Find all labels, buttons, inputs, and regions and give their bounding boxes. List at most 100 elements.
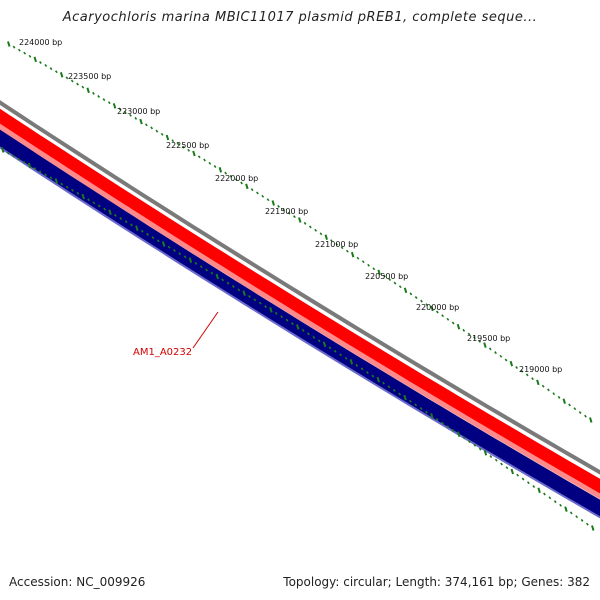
outer-tick [462, 328, 466, 332]
inner-tick [280, 315, 284, 319]
outer-tick [478, 339, 482, 343]
inner-tick [151, 236, 155, 240]
inner-tick [194, 261, 198, 265]
tick-label: 223500 bp [68, 72, 111, 81]
inner-tick [360, 367, 364, 371]
outer-tick [155, 129, 159, 133]
outer-ring-band [0, 100, 600, 475]
outer-tick [134, 116, 138, 120]
outer-tick [240, 181, 243, 185]
outer-tick [271, 200, 275, 206]
outer-tick [314, 228, 318, 232]
inner-tick [591, 525, 595, 531]
outer-tick [229, 174, 233, 178]
outer-tick [139, 118, 143, 125]
inner-tick [242, 290, 246, 296]
outer-tick [107, 101, 111, 105]
inner-tick [462, 436, 466, 440]
outer-tick [208, 161, 212, 165]
inner-tick [81, 193, 85, 200]
inner-tick [285, 318, 289, 322]
inner-tick [398, 392, 402, 396]
outer-tick [472, 336, 476, 340]
gene-label-leader [192, 311, 219, 349]
inner-tick [215, 273, 219, 280]
outer-tick [350, 251, 355, 258]
outer-tick [483, 342, 487, 348]
inner-tick [226, 281, 230, 285]
outer-tick [97, 95, 101, 98]
outer-tick [118, 107, 122, 111]
outer-tick [76, 82, 79, 86]
inner-tick [483, 450, 488, 456]
outer-tick [165, 134, 170, 141]
outer-tick [488, 347, 492, 351]
outer-tick [234, 178, 238, 182]
outer-tick [403, 287, 408, 294]
outer-tick [361, 260, 365, 264]
outer-tick [245, 183, 249, 190]
inner-tick [322, 341, 327, 348]
inner-tick [22, 160, 26, 164]
inner-tick [161, 241, 166, 247]
inner-tick [124, 220, 128, 224]
outer-tick [17, 48, 21, 52]
outer-tick [203, 158, 206, 162]
inner-tick [543, 492, 546, 496]
inner-tick [451, 429, 455, 432]
inner-tick [446, 425, 450, 429]
strand-bands [0, 100, 600, 519]
outer-tick [562, 398, 566, 404]
inner-tick [575, 515, 579, 519]
outer-tick [525, 373, 529, 377]
inner-tick [97, 204, 101, 208]
tick-label: 221500 bp [265, 207, 308, 216]
inner-tick [33, 167, 37, 171]
outer-tick [49, 67, 53, 71]
outer-tick [467, 332, 471, 336]
inner-tick [456, 431, 461, 437]
outer-tick [181, 145, 185, 149]
outer-tick [398, 285, 402, 289]
tick-label: 224000 bp [19, 38, 62, 47]
inner-tick [264, 305, 267, 309]
outer-tick [261, 194, 265, 198]
outer-tick [435, 310, 439, 314]
outer-tick [92, 91, 95, 95]
inner-tick [403, 394, 407, 401]
inner-tick [548, 496, 552, 500]
outer-tick [388, 278, 392, 281]
inner-tick [253, 298, 257, 302]
inner-tick [172, 249, 176, 252]
outer-tick [584, 414, 587, 418]
inner-tick [156, 239, 160, 243]
forward-strand-light-band [0, 123, 600, 500]
inner-tick [6, 151, 10, 155]
outer-tick [541, 384, 545, 388]
tick-label: 220500 bp [365, 272, 408, 281]
inner-tick [199, 265, 203, 269]
outer-tick [102, 98, 106, 102]
inner-tick [119, 217, 123, 220]
tick-label: 219500 bp [467, 334, 510, 343]
inner-tick [387, 385, 391, 389]
outer-tick [28, 54, 32, 58]
outer-tick [197, 155, 201, 159]
inner-tick [248, 295, 251, 298]
outer-tick [160, 132, 164, 136]
gene-label[interactable]: AM1_A0232 [133, 347, 192, 358]
outer-tick [456, 323, 461, 330]
inner-tick [103, 207, 107, 211]
inner-tick [12, 154, 15, 158]
inner-tick [569, 511, 573, 515]
inner-tick [559, 503, 562, 507]
inner-tick [382, 381, 385, 385]
outer-tick [171, 139, 175, 143]
outer-tick [176, 142, 180, 146]
outer-tick [547, 388, 550, 392]
outer-tick [430, 305, 434, 312]
outer-tick [383, 274, 386, 278]
outer-tick [218, 167, 223, 173]
outer-tick [213, 165, 217, 168]
